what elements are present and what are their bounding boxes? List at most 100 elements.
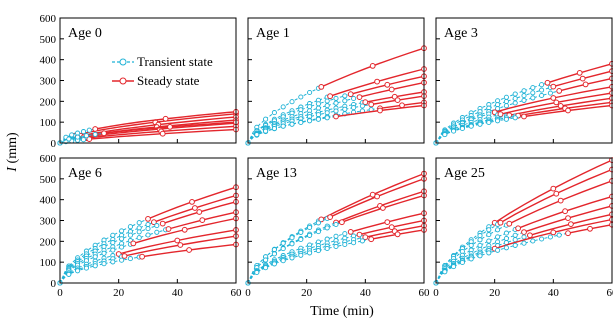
steady-point xyxy=(327,93,334,100)
transient-point xyxy=(333,221,339,228)
transient-point xyxy=(307,118,313,124)
transient-point xyxy=(333,100,339,106)
transient-point xyxy=(263,265,269,271)
x-tick-label: 40 xyxy=(548,287,560,299)
panel-title: Age 1 xyxy=(256,26,290,41)
transient-point xyxy=(101,261,107,267)
steady-line xyxy=(80,116,237,137)
steady-line xyxy=(517,101,613,117)
steady-line xyxy=(529,213,613,236)
steady-point xyxy=(159,130,166,137)
transient-point xyxy=(263,128,269,134)
transient-point xyxy=(92,131,98,137)
x-tick-label: 0 xyxy=(433,287,439,299)
steady-point xyxy=(356,231,363,238)
transient-point xyxy=(512,237,518,243)
transient-point xyxy=(289,255,295,261)
y-tick-label: 100 xyxy=(40,117,57,129)
transient-point xyxy=(66,136,72,142)
steady-point xyxy=(374,193,381,200)
transient-point xyxy=(289,241,295,247)
transient-point xyxy=(80,129,87,135)
y-tick-label: 600 xyxy=(40,13,57,25)
transient-point xyxy=(271,261,277,267)
transient-point xyxy=(495,247,501,253)
steady-point xyxy=(521,229,527,236)
steady-point xyxy=(174,237,181,244)
transient-point xyxy=(333,233,339,239)
transient-point xyxy=(83,133,89,139)
legend: Transient state Steady state xyxy=(112,54,213,88)
steady-point xyxy=(139,253,146,260)
y-tick-label: 300 xyxy=(40,76,57,88)
transient-line xyxy=(59,223,163,284)
transient-point xyxy=(477,253,483,259)
y-tick-label: 100 xyxy=(40,257,57,269)
transient-point xyxy=(280,246,286,252)
panel-2: Age 1 xyxy=(245,17,427,146)
steady-point xyxy=(380,205,386,211)
transient-point xyxy=(342,98,348,104)
x-tick-label: 20 xyxy=(113,287,125,299)
steady-point xyxy=(582,81,589,88)
transient-point xyxy=(324,103,330,109)
transient-point xyxy=(271,110,277,116)
steady-point xyxy=(86,136,93,143)
legend-label: Transient state xyxy=(137,54,213,69)
transient-point xyxy=(521,234,527,240)
curve xyxy=(57,126,239,146)
transient-point xyxy=(333,95,339,101)
transient-point xyxy=(80,137,87,143)
steady-point xyxy=(199,217,206,224)
steady-line xyxy=(547,63,613,84)
transient-point xyxy=(145,221,151,228)
transient-point xyxy=(86,127,92,133)
transient-point xyxy=(556,232,562,238)
panel-title: Age 0 xyxy=(68,26,102,41)
steady-line xyxy=(153,194,237,223)
transient-point xyxy=(127,256,133,262)
transient-point xyxy=(110,240,116,246)
steady-point xyxy=(565,107,571,114)
y-tick-label: 400 xyxy=(40,55,57,67)
transient-point xyxy=(75,268,81,274)
steady-point xyxy=(377,107,383,114)
transient-point xyxy=(271,125,277,132)
transient-point xyxy=(539,92,545,99)
steady-point xyxy=(181,226,188,233)
y-tick-label: 500 xyxy=(40,34,57,46)
steady-point xyxy=(177,242,184,248)
transient-point xyxy=(451,128,457,134)
y-tick-label: 400 xyxy=(40,195,57,207)
steady-point xyxy=(333,113,339,120)
transient-point xyxy=(127,232,133,238)
legend-label: Steady state xyxy=(137,73,200,88)
steady-line xyxy=(517,195,613,229)
transient-point xyxy=(486,232,492,238)
transient-point xyxy=(503,103,509,109)
curve xyxy=(245,192,427,286)
steady-point xyxy=(368,101,375,108)
curve xyxy=(245,227,427,286)
transient-point xyxy=(289,121,295,127)
transient-point xyxy=(254,132,260,138)
legend-swatch-marker xyxy=(119,77,127,85)
transient-point xyxy=(145,232,151,238)
y-tick-label: 200 xyxy=(40,236,57,248)
transient-point xyxy=(92,263,98,269)
steady-point xyxy=(497,219,504,226)
x-tick-label: 60 xyxy=(419,287,431,299)
steady-line xyxy=(83,122,237,138)
transient-point xyxy=(512,95,518,102)
transient-point xyxy=(119,244,125,250)
steady-point xyxy=(356,94,363,100)
curve xyxy=(433,60,613,146)
transient-point xyxy=(530,238,536,244)
steady-point xyxy=(544,79,551,86)
transient-point xyxy=(512,115,518,121)
transient-point xyxy=(289,235,295,241)
steady-point xyxy=(587,225,593,232)
transient-point xyxy=(315,105,321,111)
transient-point xyxy=(503,235,509,242)
steady-line xyxy=(168,211,237,230)
